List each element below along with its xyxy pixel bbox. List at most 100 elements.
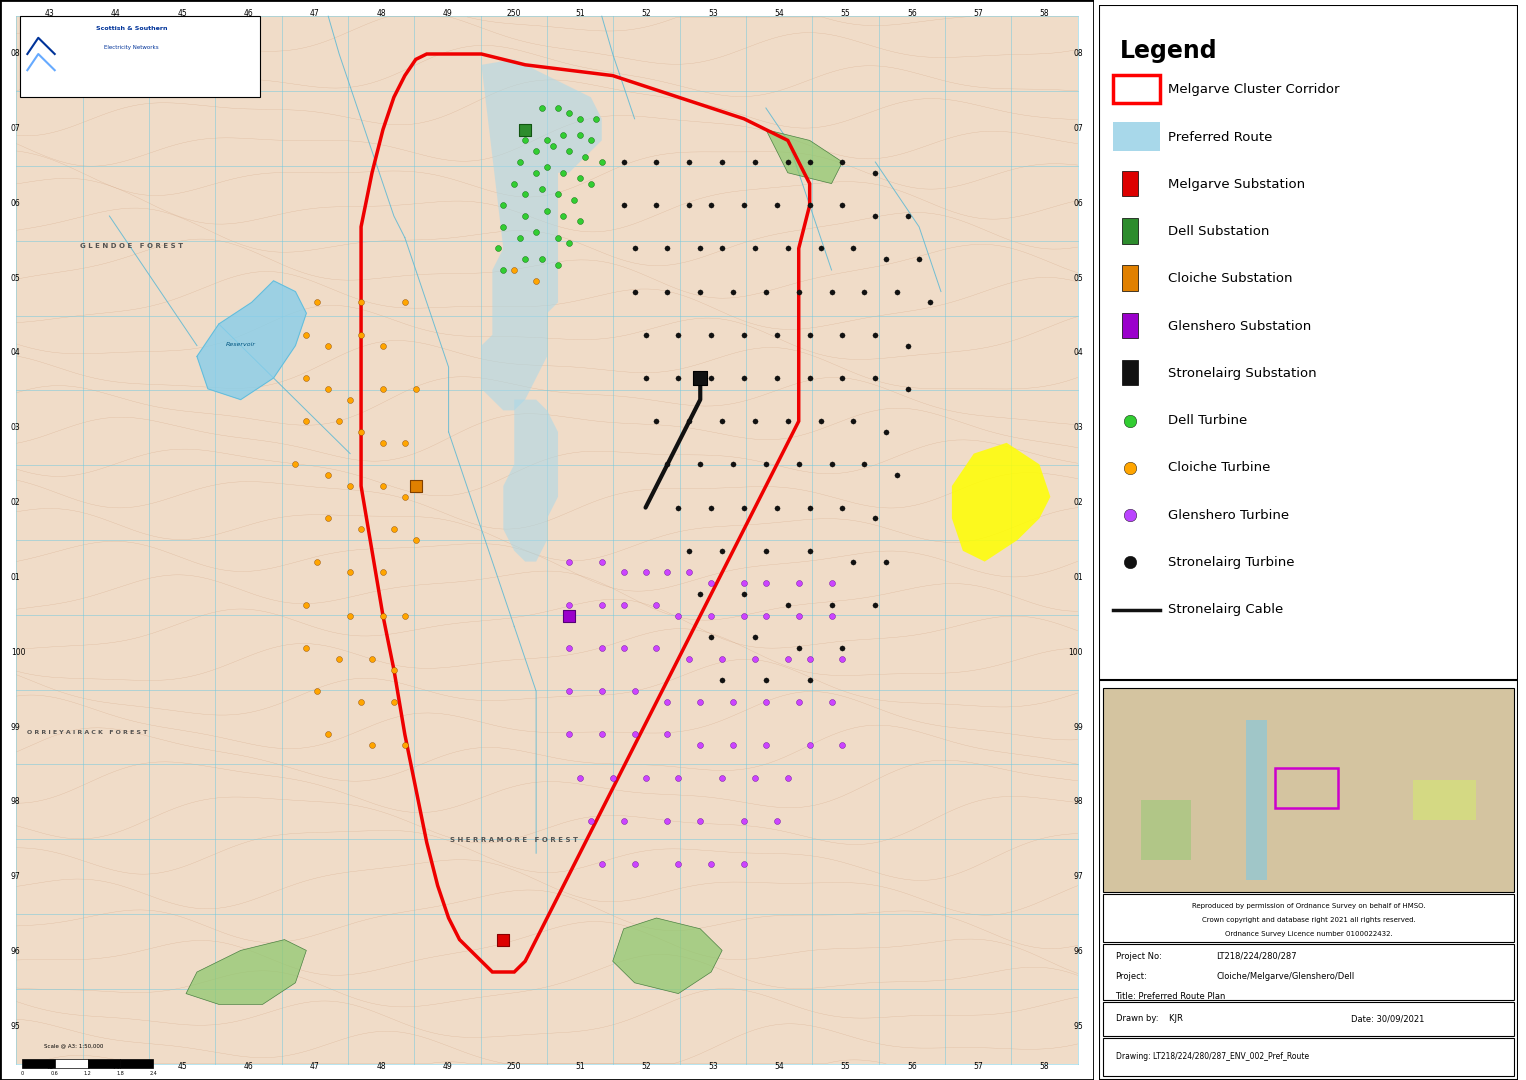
Point bbox=[841, 413, 865, 430]
Point bbox=[633, 369, 658, 387]
Point bbox=[852, 283, 876, 300]
Text: 07: 07 bbox=[1073, 124, 1083, 133]
Polygon shape bbox=[613, 918, 722, 994]
Bar bbox=[1103, 894, 1514, 942]
Point bbox=[485, 240, 510, 257]
Point bbox=[864, 164, 888, 181]
Point bbox=[743, 153, 768, 171]
Polygon shape bbox=[504, 400, 559, 562]
Point bbox=[546, 186, 571, 203]
Point bbox=[754, 672, 778, 689]
Text: 52: 52 bbox=[642, 9, 652, 17]
Point bbox=[589, 639, 613, 657]
Text: 05: 05 bbox=[11, 273, 21, 283]
Point bbox=[557, 596, 581, 613]
Text: 53: 53 bbox=[708, 9, 717, 17]
Point bbox=[819, 693, 844, 711]
Point bbox=[337, 607, 362, 624]
Point bbox=[557, 726, 581, 743]
Point bbox=[765, 369, 789, 387]
Point bbox=[688, 737, 713, 754]
Point bbox=[775, 153, 800, 171]
Point bbox=[392, 434, 417, 451]
Point bbox=[732, 607, 757, 624]
Text: 01: 01 bbox=[1074, 572, 1083, 582]
Point bbox=[874, 553, 899, 570]
Point bbox=[786, 456, 810, 473]
Point bbox=[568, 126, 592, 144]
Point bbox=[623, 855, 647, 873]
Point bbox=[295, 413, 319, 430]
Point bbox=[809, 413, 833, 430]
Point bbox=[864, 326, 888, 343]
Text: 45: 45 bbox=[177, 9, 188, 17]
Point bbox=[584, 110, 609, 127]
Text: Stronelairg Turbine: Stronelairg Turbine bbox=[1167, 556, 1294, 569]
Text: 45: 45 bbox=[177, 1063, 188, 1071]
Point bbox=[589, 683, 613, 700]
Point bbox=[830, 737, 855, 754]
Point bbox=[557, 105, 581, 122]
Point bbox=[743, 769, 768, 786]
Point bbox=[688, 812, 713, 829]
Point bbox=[349, 693, 374, 711]
Point bbox=[765, 499, 789, 516]
Point bbox=[403, 380, 427, 397]
Text: Scottish & Southern: Scottish & Southern bbox=[96, 26, 166, 31]
Text: G L E N D O E   F O R E S T: G L E N D O E F O R E S T bbox=[79, 243, 183, 249]
Point bbox=[667, 607, 691, 624]
Text: Cloiche/Melgarve/Glenshero/Dell: Cloiche/Melgarve/Glenshero/Dell bbox=[1216, 972, 1355, 981]
Text: 58: 58 bbox=[1039, 1063, 1050, 1071]
Point bbox=[819, 596, 844, 613]
Point bbox=[765, 197, 789, 214]
Point bbox=[896, 380, 920, 397]
Text: Reservoir: Reservoir bbox=[226, 341, 256, 347]
Point bbox=[633, 564, 658, 581]
Point bbox=[316, 510, 340, 527]
Text: Title: Preferred Route Plan: Title: Preferred Route Plan bbox=[1116, 991, 1225, 1000]
Point bbox=[852, 456, 876, 473]
Point bbox=[392, 607, 417, 624]
Text: Electricity Networks: Electricity Networks bbox=[104, 44, 159, 50]
Point bbox=[819, 456, 844, 473]
Polygon shape bbox=[197, 281, 307, 400]
Text: 02: 02 bbox=[1074, 498, 1083, 508]
Point bbox=[633, 769, 658, 786]
Point bbox=[546, 99, 571, 117]
Text: Glenshero Turbine: Glenshero Turbine bbox=[1167, 509, 1289, 522]
Text: 100: 100 bbox=[11, 648, 26, 657]
Point bbox=[589, 596, 613, 613]
Point bbox=[667, 499, 691, 516]
Point bbox=[551, 126, 575, 144]
Text: 95: 95 bbox=[1073, 1022, 1083, 1031]
Point bbox=[819, 283, 844, 300]
Point bbox=[612, 153, 636, 171]
Point bbox=[798, 650, 823, 667]
Point bbox=[371, 477, 395, 495]
Point bbox=[754, 737, 778, 754]
Text: 0.6: 0.6 bbox=[50, 1070, 58, 1076]
Point bbox=[392, 294, 417, 311]
Text: 250: 250 bbox=[507, 9, 522, 17]
Point bbox=[530, 99, 554, 117]
Point bbox=[392, 488, 417, 505]
Point bbox=[349, 294, 374, 311]
Point bbox=[371, 434, 395, 451]
Text: 43: 43 bbox=[44, 9, 55, 17]
Point bbox=[540, 137, 565, 154]
Point bbox=[786, 639, 810, 657]
Point bbox=[371, 380, 395, 397]
Point bbox=[841, 240, 865, 257]
Point bbox=[644, 639, 668, 657]
Point bbox=[491, 218, 516, 235]
Bar bbox=[1122, 171, 1138, 197]
Point bbox=[798, 369, 823, 387]
Point bbox=[655, 240, 679, 257]
Point bbox=[502, 175, 526, 192]
Text: Ordnance Survey Licence number 0100022432.: Ordnance Survey Licence number 010002243… bbox=[1225, 931, 1392, 937]
Point bbox=[864, 596, 888, 613]
Text: 56: 56 bbox=[906, 9, 917, 17]
Text: 99: 99 bbox=[11, 723, 21, 731]
Point bbox=[754, 542, 778, 559]
Point bbox=[295, 639, 319, 657]
